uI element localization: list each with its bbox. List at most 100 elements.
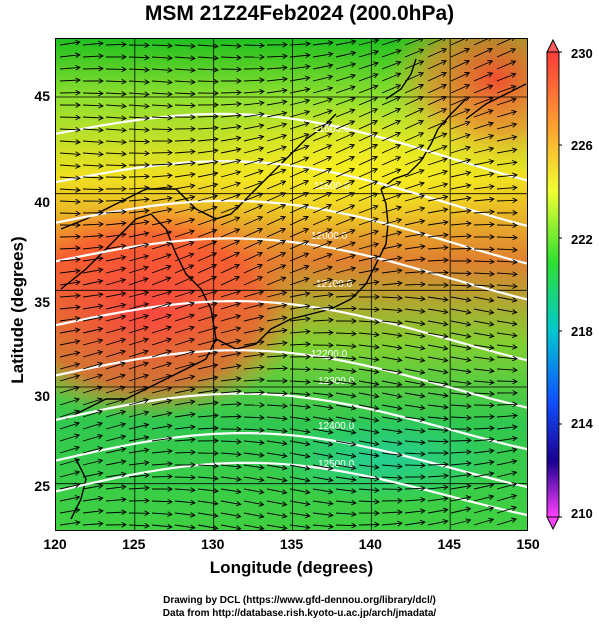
wind-vector xyxy=(427,84,447,94)
wind-arrowhead xyxy=(167,103,173,109)
wind-vector xyxy=(427,356,448,362)
wind-arrowhead xyxy=(395,107,402,113)
wind-vector xyxy=(174,264,194,274)
wind-arrowhead xyxy=(326,132,333,138)
coast-china-korea xyxy=(60,213,217,420)
wind-vector xyxy=(496,414,517,418)
wind-arrowhead xyxy=(143,373,149,380)
wind-arrowhead xyxy=(420,256,426,263)
wind-arrowhead xyxy=(489,221,495,228)
wind-vector xyxy=(473,122,494,130)
wind-vector xyxy=(381,144,401,154)
wind-arrowhead xyxy=(303,144,310,150)
wind-arrowhead xyxy=(511,482,518,488)
wind-arrowhead xyxy=(75,151,81,157)
wind-arrowhead xyxy=(259,439,265,446)
wind-arrowhead xyxy=(121,139,127,145)
wind-arrowhead xyxy=(75,187,81,193)
wind-vector xyxy=(450,72,470,82)
wind-vector xyxy=(220,276,240,286)
wind-arrowhead xyxy=(167,55,173,61)
wind-vector xyxy=(427,497,448,502)
wind-arrowhead xyxy=(419,206,426,212)
wind-arrowhead xyxy=(212,338,219,344)
wind-arrowhead xyxy=(212,350,219,356)
wind-arrowhead xyxy=(350,73,357,80)
wind-arrowhead xyxy=(121,115,127,121)
wind-arrowhead xyxy=(259,42,265,49)
wind-vector xyxy=(151,56,173,59)
wind-arrowhead xyxy=(443,438,449,445)
wind-arrowhead xyxy=(349,204,356,210)
wind-arrowhead xyxy=(74,457,81,464)
wind-vector xyxy=(243,113,264,118)
wind-vector xyxy=(496,236,518,239)
wind-arrowhead xyxy=(326,228,333,234)
wind-vector xyxy=(289,416,310,421)
wind-vector xyxy=(335,74,356,82)
wind-arrowhead xyxy=(396,416,403,423)
wind-vector xyxy=(105,267,126,274)
wind-arrowhead xyxy=(258,157,265,164)
wind-vector xyxy=(266,488,287,494)
wind-arrowhead xyxy=(465,145,471,152)
wind-arrowhead xyxy=(280,239,287,245)
wind-vector xyxy=(427,60,447,70)
wind-vector xyxy=(312,368,333,372)
contour-label: 12200.0 xyxy=(311,349,348,360)
wind-vector xyxy=(105,152,127,155)
wind-arrowhead xyxy=(326,191,333,197)
contour-label: 11800.0 xyxy=(314,181,350,192)
wind-vector xyxy=(82,398,103,406)
wind-vector xyxy=(220,327,241,334)
wind-arrowhead xyxy=(466,391,472,398)
wind-arrowhead xyxy=(441,59,448,66)
wind-vector xyxy=(358,230,379,238)
wind-vector xyxy=(312,319,334,322)
wind-vector xyxy=(358,243,379,250)
wind-arrowhead xyxy=(98,65,104,72)
wind-arrowhead xyxy=(120,337,127,344)
wind-arrowhead xyxy=(166,423,173,430)
wind-vector xyxy=(312,87,333,94)
wind-arrowhead xyxy=(350,253,356,260)
wind-vector xyxy=(312,278,333,286)
wind-vector xyxy=(197,512,218,517)
wind-arrowhead xyxy=(466,220,472,227)
wind-vector xyxy=(105,460,126,466)
wind-vector xyxy=(335,192,355,202)
wind-vector xyxy=(335,40,356,46)
wind-vector xyxy=(174,524,195,529)
wind-arrowhead xyxy=(120,291,127,297)
wind-arrowhead xyxy=(211,217,218,223)
wind-vector xyxy=(473,223,495,226)
wind-vector xyxy=(335,109,355,118)
wind-arrowhead xyxy=(281,99,288,105)
wind-arrowhead xyxy=(189,325,195,331)
wind-arrowhead xyxy=(213,412,219,419)
map-svg: 11600.011800.012000.012100.012200.012300… xyxy=(56,39,527,530)
wind-arrowhead xyxy=(465,345,472,351)
wind-arrowhead xyxy=(144,115,150,121)
wind-arrowhead xyxy=(281,302,288,309)
wind-arrowhead xyxy=(190,148,196,155)
wind-vector xyxy=(381,244,402,250)
wind-vector xyxy=(289,476,310,482)
wind-vector xyxy=(335,180,355,190)
wind-arrowhead xyxy=(121,151,127,157)
wind-vector xyxy=(450,519,471,526)
wind-arrowhead xyxy=(282,415,288,422)
wind-arrowhead xyxy=(74,362,81,368)
wind-arrowhead xyxy=(349,179,356,186)
wind-vector xyxy=(105,398,126,406)
wind-arrowhead xyxy=(304,453,311,459)
wind-vector xyxy=(473,380,494,384)
wind-arrowhead xyxy=(304,86,311,93)
wind-arrowhead xyxy=(144,162,150,168)
wind-arrowhead xyxy=(488,309,495,315)
wind-arrowhead xyxy=(166,436,173,442)
wind-vector xyxy=(335,488,356,492)
contour-label: 12500.0 xyxy=(318,459,355,470)
wind-vector xyxy=(266,146,287,154)
wind-arrowhead xyxy=(166,325,173,331)
